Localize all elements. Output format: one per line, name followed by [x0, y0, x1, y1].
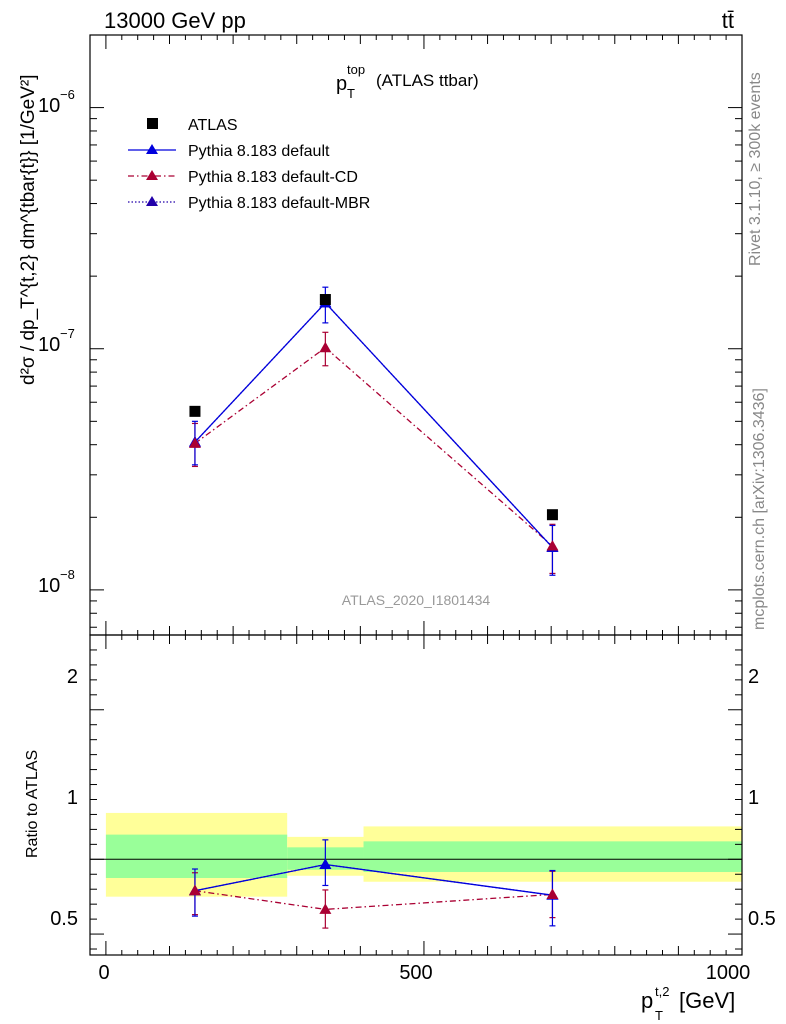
uncertainty-band-inner: [363, 841, 742, 873]
ytick-exp: −8: [60, 567, 75, 582]
ytick-exp: −6: [60, 87, 75, 102]
xtick-label-0: 0: [98, 962, 109, 984]
ratio-ylabel: Ratio to ATLAS: [24, 750, 41, 858]
ratio-point-cd: [319, 903, 332, 914]
ytick-base: 10: [38, 95, 60, 117]
energy-label: 13000 GeV pp: [104, 8, 246, 33]
legend-marker-triangle: [146, 170, 158, 180]
point-cd: [188, 437, 201, 448]
ytick-base: 10: [38, 334, 60, 356]
legend-marker-triangle: [146, 196, 158, 206]
ratio-ytick-label-2-right: 2: [748, 666, 759, 688]
main-panel: p top T (ATLAS ttbar) ATLAS_2020_I180143…: [18, 34, 743, 636]
ratio-frame: [89, 634, 743, 956]
legend-entry-default: Pythia 8.183 default: [128, 143, 330, 160]
point-cd: [319, 341, 332, 353]
legend-entry-mbr: Pythia 8.183 default-MBR: [128, 195, 370, 212]
ratio-panel: Ratio to ATLAS 2 1 0.5 2 1 0.5 0 500 100…: [24, 634, 776, 1023]
point-atlas: [189, 405, 201, 417]
legend-entry-cd: Pythia 8.183 default-CD: [128, 169, 358, 186]
main-ytick-label-1e-8: 10 −8: [38, 567, 75, 597]
legend-label-default: Pythia 8.183 default: [188, 143, 330, 160]
xlabel-p: p: [641, 988, 653, 1013]
main-title-sup: top: [347, 62, 365, 77]
legend-marker-square: [147, 118, 158, 129]
series-line-cd: [194, 346, 553, 547]
rivet-label: Rivet 3.1.10, ≥ 300k events: [747, 72, 764, 266]
series-line-default: [194, 301, 553, 548]
uncertainty-band-inner: [105, 834, 288, 878]
analysis-label: ATLAS_2020_I1801434: [342, 592, 491, 608]
main-ytick-label-1e-6: 10 −6: [38, 87, 75, 117]
legend-label-atlas: ATLAS: [188, 117, 238, 134]
xtick-label-1000: 1000: [706, 962, 751, 984]
point-atlas: [319, 294, 331, 306]
mcplots-label: mcplots.cern.ch [arXiv:1306.3436]: [751, 388, 768, 630]
main-ylabel: d²σ / dp_T^{t,2} dm^{tbar{t}} [1/GeV²]: [18, 74, 39, 385]
legend-label-mbr: Pythia 8.183 default-MBR: [188, 195, 370, 212]
ytick-base: 10: [38, 575, 60, 597]
legend: ATLAS Pythia 8.183 default Pythia 8.183 …: [128, 117, 370, 212]
process-label: tt̄: [722, 8, 734, 33]
xlabel: p t,2 T [GeV]: [641, 984, 735, 1023]
ratio-ytick-label-1-right: 1: [748, 787, 759, 809]
legend-entry-atlas: ATLAS: [147, 117, 238, 134]
main-ytick-label-1e-7: 10 −7: [38, 326, 75, 356]
point-atlas: [546, 509, 558, 521]
ratio-point-cd: [188, 884, 201, 896]
legend-marker-triangle: [146, 144, 158, 154]
main-title-sub: T: [347, 86, 355, 101]
legend-label-cd: Pythia 8.183 default-CD: [188, 169, 358, 186]
ratio-ytick-label-0.5-right: 0.5: [748, 908, 776, 930]
ratio-point-default: [319, 858, 332, 870]
xlabel-unit: [GeV]: [679, 988, 735, 1013]
main-title-suffix: (ATLAS ttbar): [376, 71, 479, 90]
ratio-ytick-label-2: 2: [67, 666, 78, 688]
main-title-p: p: [336, 73, 347, 95]
ratio-ytick-label-0.5: 0.5: [50, 908, 78, 930]
point-cd: [546, 540, 559, 551]
ratio-point-cd: [546, 888, 559, 899]
ratio-ytick-label-1: 1: [67, 787, 78, 809]
xlabel-sup: t,2: [655, 984, 669, 999]
series-line-mbr: [194, 301, 553, 548]
ytick-exp: −7: [60, 326, 75, 341]
xtick-label-500: 500: [399, 962, 432, 984]
xlabel-sub: T: [655, 1008, 663, 1023]
